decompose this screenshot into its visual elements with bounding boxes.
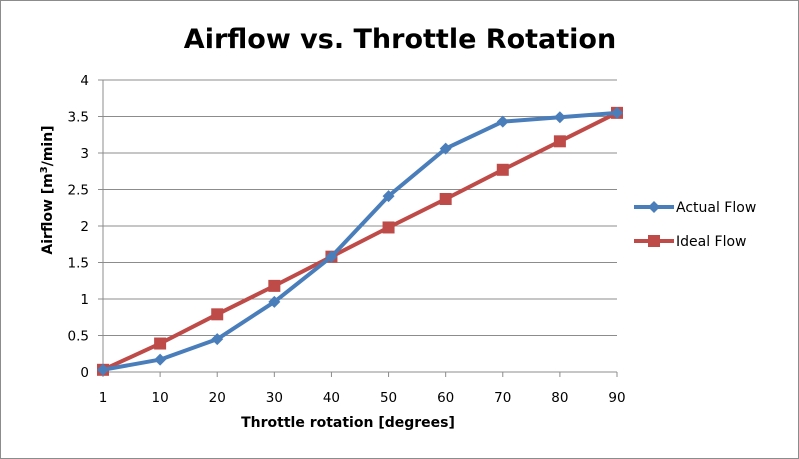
legend-label: Actual Flow [676, 200, 756, 216]
legend-item-ideal-flow: Ideal Flow [634, 234, 747, 250]
data-point-ideal-flow [154, 337, 167, 350]
y-tick-labels: 0 0.5 1 1.5 2 2.5 3 3.5 4 [68, 73, 89, 381]
series-line-actual-flow [102, 110, 618, 372]
data-point-actual-flow [611, 106, 623, 119]
x-tick-label: 70 [494, 390, 511, 406]
y-axis-title-part-2: /min] [40, 125, 56, 166]
data-point-actual-flow [97, 363, 109, 376]
x-tick-label: 10 [152, 390, 169, 406]
y-tick-label: 2 [80, 219, 89, 235]
y-tick-label: 1.5 [68, 256, 89, 272]
data-point-ideal-flow [211, 308, 224, 321]
data-point-actual-flow [382, 190, 395, 203]
y-axis-title-superscript: 3 [39, 166, 50, 173]
y-axis-title-part-1: Airflow [m [40, 173, 56, 254]
data-point-actual-flow [325, 250, 338, 263]
y-tick-label: 3 [80, 146, 89, 162]
data-point-ideal-flow [268, 279, 281, 292]
x-tick-label: 80 [551, 390, 568, 406]
x-tick-label: 20 [209, 390, 226, 406]
x-axis-title: Throttle rotation [degrees] [241, 415, 455, 431]
axes [102, 80, 618, 377]
y-tick-label: 3.5 [68, 110, 89, 126]
x-tick-label: 50 [380, 390, 397, 406]
legend-item-actual-flow: Actual Flow [634, 200, 756, 216]
data-point-actual-flow [211, 333, 224, 346]
data-point-actual-flow [496, 115, 509, 128]
x-tick-label: 90 [608, 390, 625, 406]
legend-label: Ideal Flow [676, 234, 747, 250]
legend-swatch-marker [648, 235, 660, 247]
data-point-actual-flow [439, 142, 452, 155]
data-point-ideal-flow [553, 135, 566, 148]
gridlines [98, 79, 617, 373]
data-point-ideal-flow [496, 163, 509, 176]
x-tick-label: 40 [323, 390, 340, 406]
legend: Actual Flow Ideal Flow [634, 200, 756, 250]
series-actual-flow [97, 106, 623, 376]
data-point-actual-flow [268, 295, 281, 308]
series-line-ideal-flow [102, 111, 618, 372]
legend-swatch-marker [648, 201, 660, 213]
y-tick-label: 0.5 [68, 329, 89, 345]
data-point-ideal-flow [382, 221, 395, 234]
y-tick-label: 2.5 [68, 183, 89, 199]
data-point-actual-flow [154, 353, 167, 366]
x-tick-label: 60 [437, 390, 454, 406]
y-axis-title: Airflow [m3/min] [39, 125, 56, 254]
data-point-ideal-flow [439, 192, 452, 205]
x-tick-label: 30 [266, 390, 283, 406]
data-point-actual-flow [553, 111, 566, 124]
y-tick-label: 4 [80, 73, 89, 89]
y-tick-label: 1 [80, 292, 89, 308]
x-tick-label: 1 [99, 390, 108, 406]
y-tick-label: 0 [80, 365, 89, 381]
series-layer [97, 106, 623, 376]
chart-title: Airflow vs. Throttle Rotation [184, 24, 616, 55]
x-tick-labels: 1 10 20 30 40 50 60 70 80 90 [99, 390, 626, 406]
